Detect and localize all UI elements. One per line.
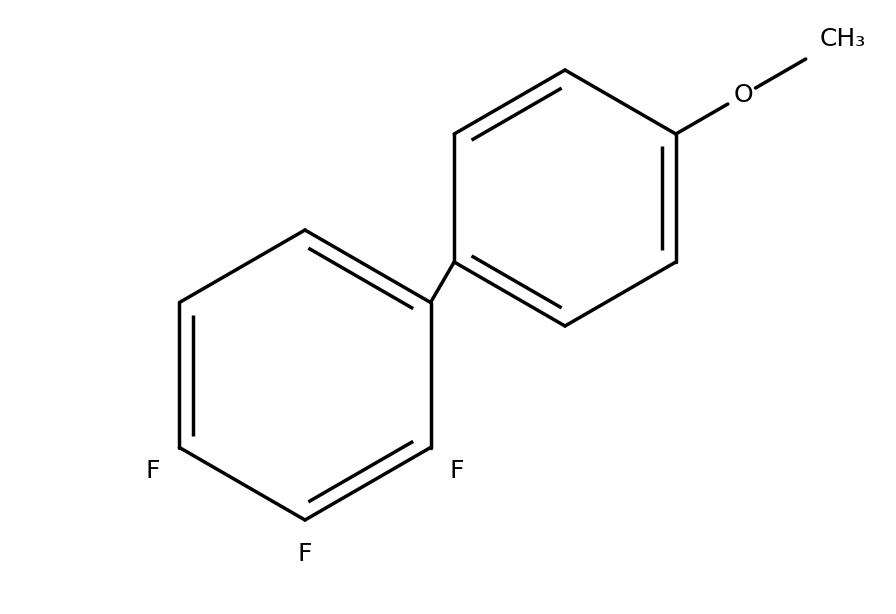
Text: F: F <box>450 459 464 483</box>
Text: F: F <box>146 459 160 483</box>
Text: F: F <box>297 542 312 566</box>
Text: CH₃: CH₃ <box>820 27 866 51</box>
Text: O: O <box>734 83 754 107</box>
